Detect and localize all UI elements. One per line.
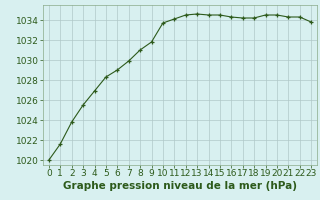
X-axis label: Graphe pression niveau de la mer (hPa): Graphe pression niveau de la mer (hPa) bbox=[63, 181, 297, 191]
